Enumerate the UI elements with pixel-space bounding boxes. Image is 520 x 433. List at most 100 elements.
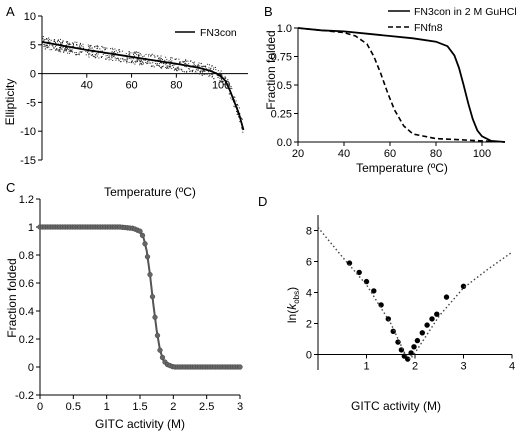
panel-a-data-point bbox=[179, 62, 181, 64]
panel-a-data-point bbox=[53, 41, 55, 43]
panel-a-data-point bbox=[125, 53, 127, 55]
panel-a-data-point bbox=[165, 66, 167, 68]
panel-a-data-point bbox=[94, 54, 96, 56]
panel-a-data-point bbox=[158, 65, 160, 67]
panel-a-data-point bbox=[74, 41, 76, 43]
panel-a-data-point bbox=[141, 64, 143, 66]
panel-a-data-point bbox=[79, 46, 81, 48]
panel-a-data-point bbox=[192, 65, 194, 66]
panel-a-data-point bbox=[72, 45, 74, 47]
panel-a-data-point bbox=[193, 63, 195, 65]
panel-a-data-point bbox=[60, 51, 62, 53]
panel-a-data-point bbox=[192, 69, 194, 71]
panel-a-data-point bbox=[81, 45, 83, 47]
panel-a-data-point bbox=[203, 65, 205, 67]
panel-a-data-point bbox=[207, 63, 209, 65]
panel-d-data-point bbox=[408, 350, 414, 356]
panel-a-data-point bbox=[170, 58, 171, 60]
panel-d-data-point bbox=[411, 344, 417, 350]
panel-a-data-point bbox=[241, 118, 243, 120]
panel-a-data-point bbox=[213, 67, 215, 69]
panel-d-x-tick-label: 3 bbox=[460, 361, 466, 373]
panel-a-data-point bbox=[143, 55, 145, 57]
panel-a-data-point bbox=[164, 59, 166, 61]
panel-a-data-point bbox=[126, 58, 128, 60]
panel-a-data-point bbox=[53, 40, 55, 42]
panel-c-letter: C bbox=[6, 180, 15, 195]
panel-a-data-point bbox=[134, 52, 136, 54]
panel-d-xlabel: GITC activity (M) bbox=[351, 399, 441, 413]
panel-a-data-point bbox=[126, 62, 128, 64]
panel-a-data-point bbox=[65, 44, 67, 46]
panel-a-data-point bbox=[140, 62, 142, 64]
panel-a-data-point bbox=[148, 55, 149, 57]
panel-a-data-point bbox=[66, 47, 68, 48]
panel-d: D ln(kobs) GITC activity (M) 1 2 3 4 0 2 4 6 8 bbox=[258, 194, 515, 413]
panel-a-data-point bbox=[103, 47, 105, 49]
panel-c-data-point bbox=[142, 241, 148, 247]
panel-a-data-point bbox=[230, 97, 232, 99]
panel-a-data-point bbox=[175, 58, 177, 60]
panel-a-data-point bbox=[87, 51, 89, 52]
panel-a-data-point bbox=[186, 63, 188, 65]
panel-a-data-point bbox=[118, 49, 120, 51]
panel-a-data-point bbox=[110, 58, 112, 60]
panel-a-data-point bbox=[148, 62, 150, 64]
panel-a-data-point bbox=[43, 44, 45, 45]
panel-a-data-point bbox=[58, 51, 60, 52]
panel-a-data-point bbox=[160, 59, 162, 61]
panel-a-data-point bbox=[94, 56, 96, 58]
panel-a-data-point bbox=[56, 48, 58, 49]
panel-a-series-fit-line bbox=[41, 41, 245, 131]
panel-a-data-point bbox=[223, 83, 225, 85]
panel-a-data-point bbox=[60, 47, 61, 48]
panel-a-data-point bbox=[148, 60, 150, 62]
panel-a-data-point bbox=[184, 71, 185, 73]
panel-a-data-point bbox=[105, 58, 107, 60]
panel-a-data-point bbox=[168, 60, 170, 62]
panel-a-x-tick-label: 40 bbox=[81, 80, 93, 92]
panel-a-data-point bbox=[220, 77, 222, 79]
panel-a-data-point bbox=[124, 59, 126, 61]
panel-a-data-point bbox=[49, 41, 51, 43]
panel-a-data-point bbox=[72, 46, 74, 48]
panel-a-data-point bbox=[82, 46, 84, 48]
panel-a-data-point bbox=[175, 68, 177, 70]
panel-a-data-point bbox=[88, 46, 90, 47]
panel-a-data-point bbox=[158, 59, 160, 61]
panel-a-data-point bbox=[67, 41, 69, 43]
panel-a-data-point bbox=[78, 52, 80, 54]
panel-a-data-point bbox=[126, 60, 128, 62]
panel-a-data-point bbox=[201, 73, 203, 75]
panel-a-data-point bbox=[54, 46, 56, 48]
panel-c-data-point bbox=[237, 364, 243, 370]
panel-a-data-point bbox=[197, 64, 199, 66]
panel-a-data-point bbox=[215, 66, 216, 68]
panel-a-data-point bbox=[139, 53, 141, 55]
panel-c-data-point bbox=[152, 314, 158, 320]
panel-a-y-tick-label: 10 bbox=[24, 11, 36, 23]
panel-a-data-point bbox=[173, 64, 175, 66]
panel-a-data-point bbox=[112, 49, 114, 51]
panel-a-data-point bbox=[213, 78, 215, 80]
panel-a-data-point bbox=[226, 80, 228, 82]
panel-b-x-tick-label: 100 bbox=[473, 148, 491, 160]
panel-a-data-point bbox=[106, 47, 108, 49]
panel-a-data-point bbox=[217, 77, 219, 78]
panel-a-data-point bbox=[100, 50, 102, 52]
panel-c-y-tick-label: 1 bbox=[28, 222, 34, 234]
panel-a-data-point bbox=[238, 116, 240, 118]
panel-a-data-point bbox=[194, 65, 196, 67]
panel-a-data-point bbox=[111, 51, 113, 53]
panel-a-data-point bbox=[176, 70, 177, 72]
panel-a-data-point bbox=[70, 49, 72, 51]
panel-d-data-point bbox=[398, 347, 405, 353]
panel-a-data-point bbox=[155, 63, 157, 65]
panel-a-data-point bbox=[62, 40, 64, 42]
panel-a-data-point bbox=[53, 47, 55, 49]
panel-a-data-point bbox=[202, 70, 204, 72]
panel-a-data-point bbox=[150, 55, 152, 57]
panel-a-data-point bbox=[211, 65, 213, 67]
panel-a-data-point bbox=[220, 70, 222, 72]
panel-a-data-point bbox=[123, 59, 125, 61]
